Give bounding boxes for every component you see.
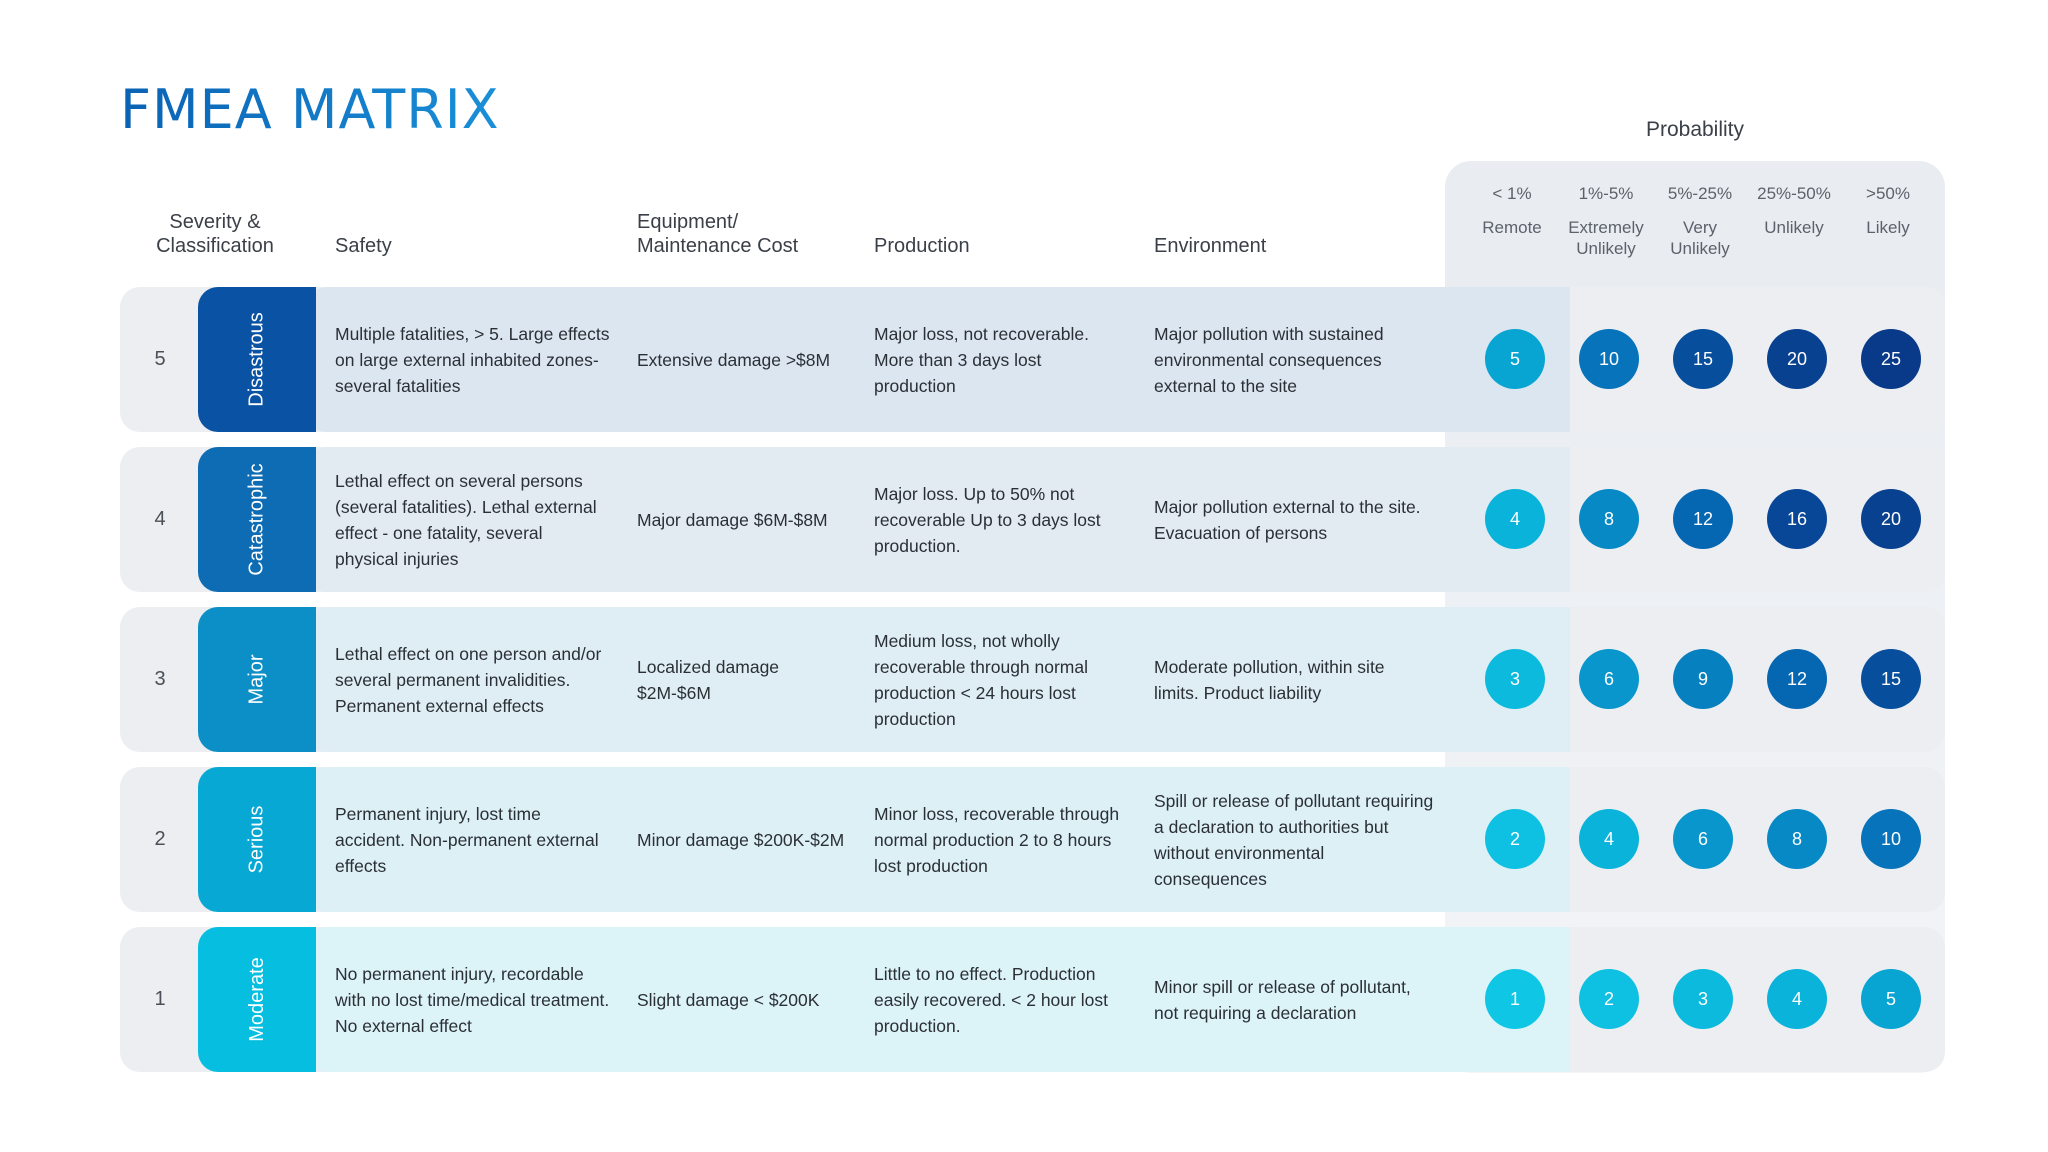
equipment-cell: Major damage $6M-$8M — [637, 509, 828, 530]
risk-score-badge: 3 — [1673, 969, 1733, 1029]
classification-tab: Serious — [198, 767, 316, 912]
classification-label: Major — [245, 654, 268, 705]
severity-row: 1 Moderate No permanent injury, recordable… — [120, 927, 1945, 1072]
row-content-fill — [300, 767, 1570, 912]
header-severity: Severity & Classification — [156, 211, 274, 257]
probability-range: 5%-25% — [1667, 184, 1733, 203]
production-cell: Major loss. Up to 50% not recoverable Up… — [874, 483, 1101, 556]
production-cell: Minor loss, recoverable through normal p… — [874, 803, 1120, 876]
environment-cell: Major pollution external to the site. Ev… — [1154, 496, 1421, 543]
probability-label: Very Unlikely — [1670, 218, 1730, 258]
severity-row: 3 Major Lethal effect on one person and/or… — [120, 607, 1945, 752]
probability-title: Probability — [1645, 118, 1745, 141]
safety-cell: Permanent injury, lost time accident. No… — [335, 803, 599, 876]
risk-score-badge: 9 — [1673, 649, 1733, 709]
risk-score-badge: 4 — [1485, 489, 1545, 549]
severity-row: 2 Serious Permanent injury, lost time acci… — [120, 767, 1945, 912]
probability-label: Extremely Unlikely — [1568, 218, 1644, 258]
probability-column-header: < 1% Remote — [1465, 183, 1559, 238]
row-content-fill — [300, 447, 1570, 592]
environment-cell: Major pollution with sustained environme… — [1154, 323, 1384, 396]
environment-cell: Spill or release of pollutant requiring … — [1154, 790, 1434, 889]
classification-label: Serious — [245, 805, 268, 874]
equipment-cell: Slight damage < $200K — [637, 989, 820, 1010]
risk-score-badge: 6 — [1673, 809, 1733, 869]
risk-score-badge: 8 — [1579, 489, 1639, 549]
equipment-cell: Localized damage $2M-$6M — [637, 656, 780, 703]
probability-column-header: 5%-25% Very Unlikely — [1653, 183, 1747, 259]
equipment-cell: Minor damage $200K-$2M — [637, 829, 845, 850]
production-cell: Little to no effect. Production easily r… — [874, 963, 1108, 1036]
risk-score-badge: 5 — [1861, 969, 1921, 1029]
severity-number: 4 — [154, 508, 166, 530]
risk-score-badge: 2 — [1579, 969, 1639, 1029]
probability-label: Likely — [1866, 218, 1910, 237]
severity-number: 5 — [154, 348, 166, 370]
production-cell: Medium loss, not wholly recoverable thro… — [874, 630, 1089, 729]
safety-cell: Lethal effect on several persons (severa… — [335, 470, 597, 569]
risk-score-badge: 4 — [1767, 969, 1827, 1029]
environment-cell: Minor spill or release of pollutant, not… — [1154, 976, 1411, 1023]
probability-range: < 1% — [1492, 184, 1532, 203]
row-content-fill — [300, 287, 1570, 432]
probability-column-header: 25%-50% Unlikely — [1747, 183, 1841, 238]
severity-number: 1 — [154, 988, 166, 1010]
safety-cell: Lethal effect on one person and/or sever… — [335, 643, 602, 716]
row-content-fill — [300, 607, 1570, 752]
production-cell: Major loss, not recoverable. More than 3… — [874, 323, 1089, 396]
risk-score-badge: 15 — [1673, 329, 1733, 389]
risk-score-badge: 20 — [1767, 329, 1827, 389]
environment-cell: Moderate pollution, within site limits. … — [1154, 656, 1385, 703]
risk-score-badge: 10 — [1579, 329, 1639, 389]
safety-cell: No permanent injury, recordable with no … — [335, 963, 610, 1036]
risk-score-badge: 12 — [1767, 649, 1827, 709]
header-production: Production — [874, 235, 970, 257]
risk-score-badge: 4 — [1579, 809, 1639, 869]
probability-column-header: >50% Likely — [1841, 183, 1935, 238]
page-title: FMEA MATRIX — [120, 78, 500, 141]
risk-score-badge: 20 — [1861, 489, 1921, 549]
risk-score-badge: 2 — [1485, 809, 1545, 869]
risk-score-badge: 12 — [1673, 489, 1733, 549]
classification-label: Disastrous — [245, 312, 268, 407]
risk-score-badge: 10 — [1861, 809, 1921, 869]
probability-range: >50% — [1866, 184, 1910, 203]
classification-label: Moderate — [245, 957, 268, 1042]
probability-range: 25%-50% — [1757, 184, 1831, 203]
risk-score-badge: 1 — [1485, 969, 1545, 1029]
header-equipment: Equipment/ Maintenance Cost — [637, 211, 799, 257]
row-content-fill — [300, 927, 1570, 1072]
classification-tab: Moderate — [198, 927, 316, 1072]
header-safety: Safety — [335, 235, 392, 257]
risk-score-badge: 25 — [1861, 329, 1921, 389]
classification-label: Catastrophic — [245, 463, 268, 576]
probability-range: 1%-5% — [1578, 184, 1634, 203]
risk-score-badge: 5 — [1485, 329, 1545, 389]
risk-score-badge: 8 — [1767, 809, 1827, 869]
severity-number: 3 — [154, 668, 166, 690]
classification-tab: Disastrous — [198, 287, 316, 432]
risk-score-badge: 15 — [1861, 649, 1921, 709]
risk-score-badge: 6 — [1579, 649, 1639, 709]
risk-score-badge: 16 — [1767, 489, 1827, 549]
risk-score-badge: 3 — [1485, 649, 1545, 709]
probability-column-header: 1%-5% Extremely Unlikely — [1559, 183, 1653, 259]
safety-cell: Multiple fatalities, > 5. Large effects … — [335, 323, 610, 396]
classification-tab: Catastrophic — [198, 447, 316, 592]
header-environment: Environment — [1154, 235, 1267, 257]
probability-label: Unlikely — [1764, 218, 1824, 237]
classification-tab: Major — [198, 607, 316, 752]
severity-row: 4 Catastrophic Lethal effect on several pe… — [120, 447, 1945, 592]
probability-label: Remote — [1482, 218, 1542, 237]
equipment-cell: Extensive damage >$8M — [637, 349, 831, 370]
severity-row: 5 Disastrous Multiple fatalities, > 5. Lar… — [120, 287, 1945, 432]
severity-number: 2 — [154, 828, 166, 850]
